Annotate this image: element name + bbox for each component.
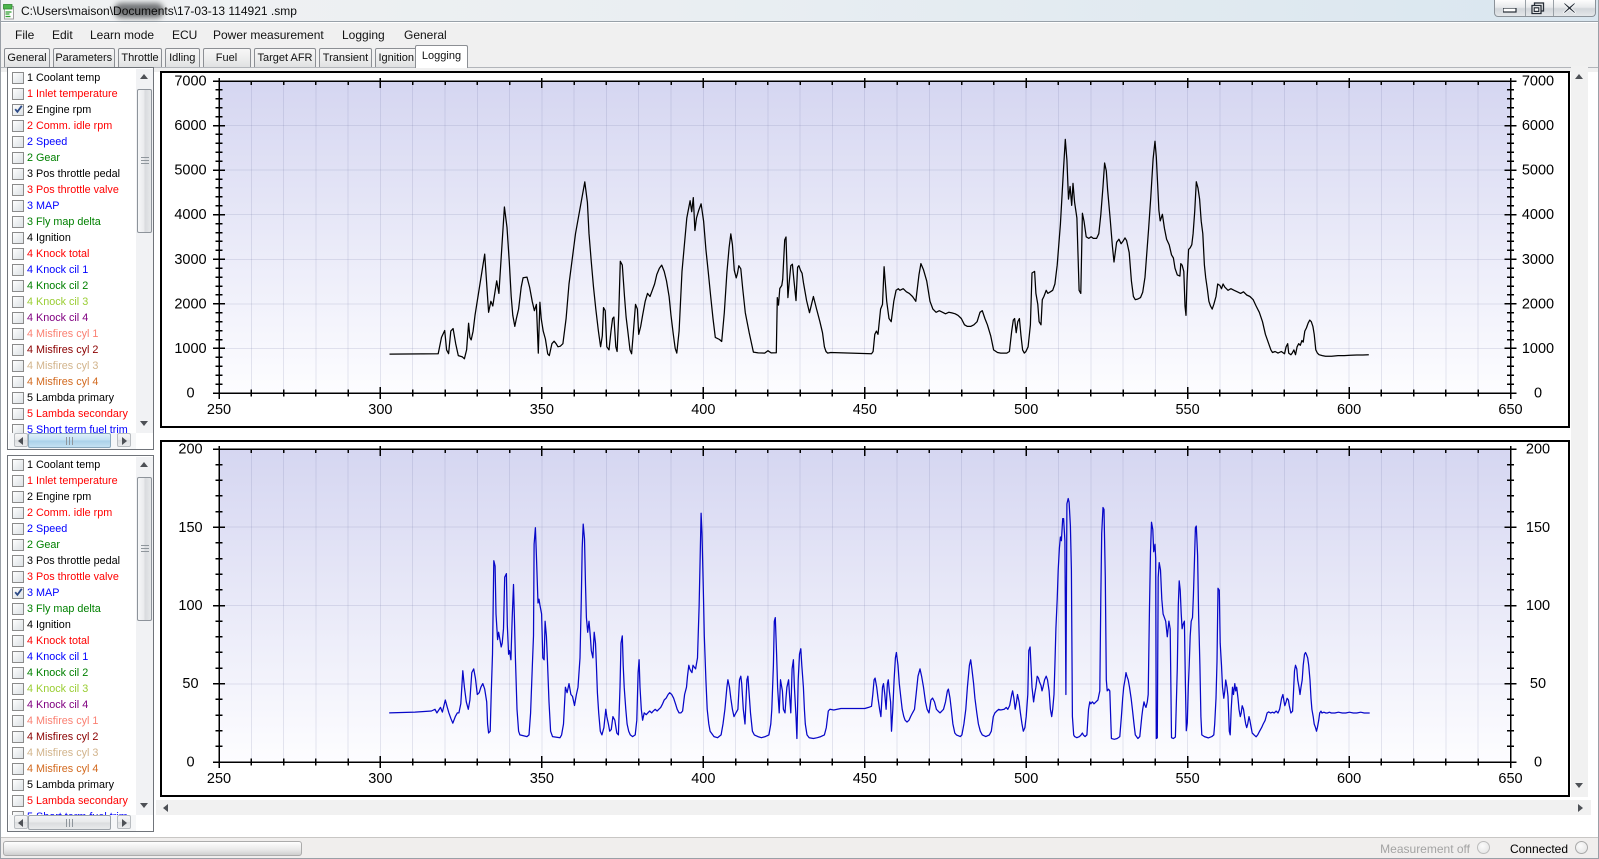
svg-text:0: 0 <box>1534 755 1542 771</box>
svg-text:2000: 2000 <box>1522 296 1554 312</box>
svg-text:1000: 1000 <box>1522 341 1554 357</box>
svg-text:100: 100 <box>178 598 202 614</box>
svg-text:450: 450 <box>853 402 877 418</box>
svg-text:5000: 5000 <box>174 163 206 179</box>
svg-text:50: 50 <box>1530 676 1546 692</box>
svg-text:200: 200 <box>178 442 202 458</box>
svg-text:300: 300 <box>368 771 392 787</box>
svg-text:400: 400 <box>691 771 715 787</box>
svg-text:550: 550 <box>1175 402 1199 418</box>
svg-text:3000: 3000 <box>1522 252 1554 268</box>
svg-text:500: 500 <box>1014 771 1038 787</box>
svg-text:6000: 6000 <box>174 118 206 134</box>
svg-text:1000: 1000 <box>174 341 206 357</box>
svg-text:0: 0 <box>1534 386 1542 402</box>
svg-text:550: 550 <box>1175 771 1199 787</box>
svg-text:7000: 7000 <box>1522 74 1554 90</box>
svg-text:650: 650 <box>1498 771 1522 787</box>
svg-text:350: 350 <box>530 402 554 418</box>
svg-text:50: 50 <box>182 676 198 692</box>
svg-text:5000: 5000 <box>1522 163 1554 179</box>
svg-text:400: 400 <box>691 402 715 418</box>
svg-text:350: 350 <box>530 771 554 787</box>
svg-text:450: 450 <box>853 771 877 787</box>
svg-text:500: 500 <box>1014 402 1038 418</box>
svg-text:7000: 7000 <box>174 74 206 90</box>
svg-text:250: 250 <box>207 402 231 418</box>
svg-text:600: 600 <box>1337 402 1361 418</box>
svg-text:4000: 4000 <box>1522 207 1554 223</box>
svg-text:300: 300 <box>368 402 392 418</box>
svg-text:0: 0 <box>186 755 194 771</box>
svg-text:250: 250 <box>207 771 231 787</box>
svg-text:150: 150 <box>178 520 202 536</box>
svg-text:600: 600 <box>1337 771 1361 787</box>
svg-text:2000: 2000 <box>174 296 206 312</box>
svg-text:0: 0 <box>186 386 194 402</box>
svg-text:200: 200 <box>1526 442 1550 458</box>
svg-text:4000: 4000 <box>174 207 206 223</box>
svg-text:100: 100 <box>1526 598 1550 614</box>
svg-text:6000: 6000 <box>1522 118 1554 134</box>
svg-text:650: 650 <box>1498 402 1522 418</box>
svg-text:150: 150 <box>1526 520 1550 536</box>
svg-text:3000: 3000 <box>174 252 206 268</box>
